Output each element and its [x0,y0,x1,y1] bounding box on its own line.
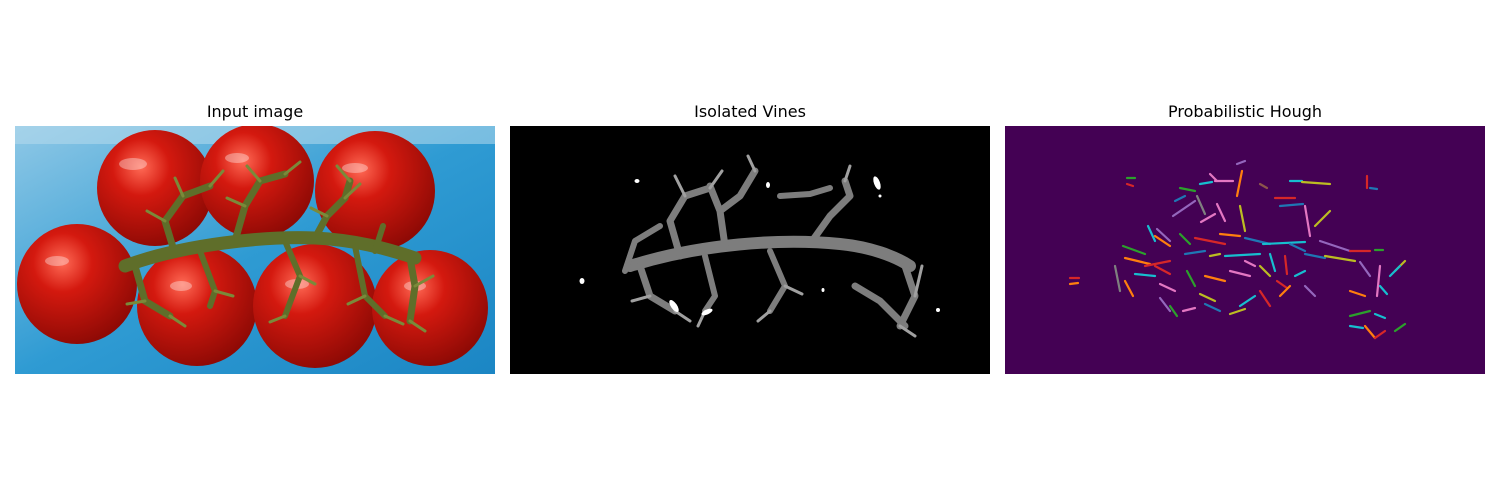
input-image [15,126,495,374]
isolated-vines-panel: Isolated Vines [510,99,990,374]
isolated-vines-title: Isolated Vines [694,102,806,121]
isolated-vines-image [510,126,990,374]
input-image-panel: Input image [15,99,495,374]
probabilistic-hough-image [1005,126,1485,374]
probabilistic-hough-panel: Probabilistic Hough [1005,99,1485,374]
probabilistic-hough-title: Probabilistic Hough [1167,102,1323,121]
input-image-title: Input image [206,102,304,121]
